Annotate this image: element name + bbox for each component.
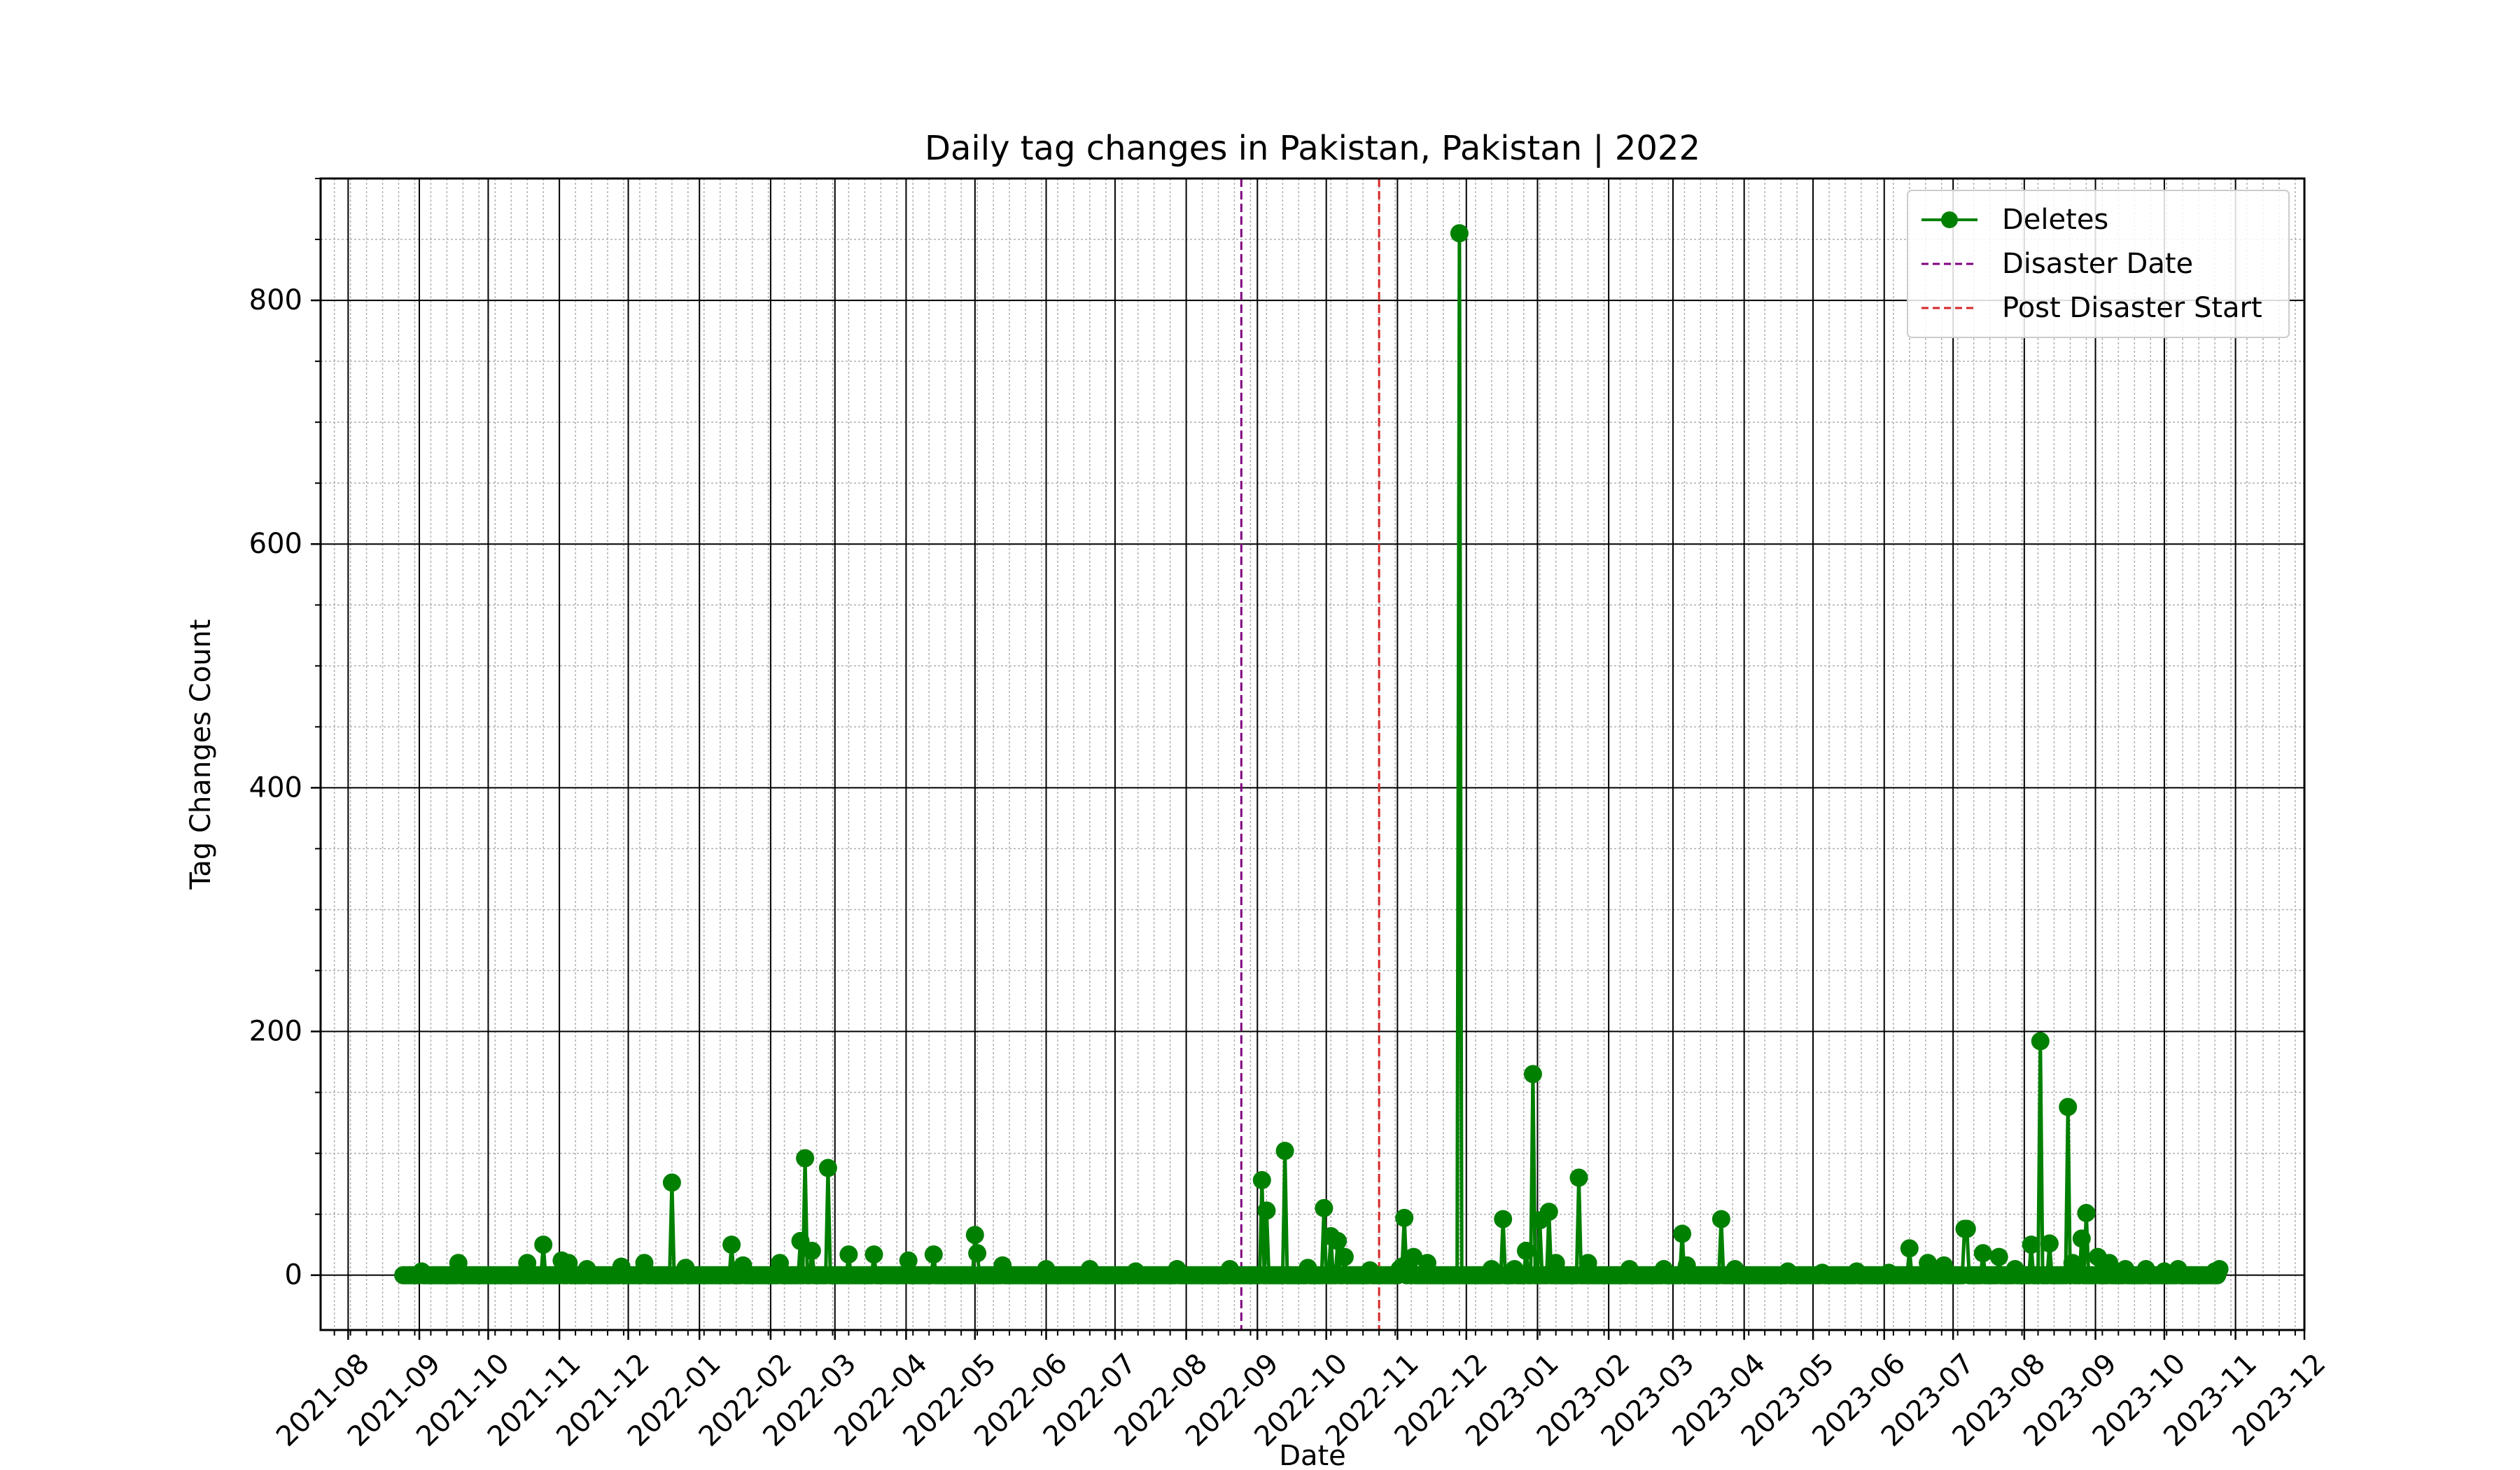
y-tick-label: 800 (249, 284, 302, 316)
data-point (1494, 1210, 1513, 1228)
data-point (2031, 1032, 2050, 1051)
data-point (1523, 1065, 1542, 1084)
data-point (864, 1245, 883, 1264)
data-point (1569, 1168, 1588, 1187)
data-point (1539, 1203, 1558, 1222)
data-point (1257, 1201, 1276, 1220)
data-point (899, 1251, 918, 1270)
data-point (1712, 1210, 1730, 1228)
legend-label-disaster-date: Disaster Date (2002, 248, 2193, 280)
data-point (1673, 1224, 1692, 1243)
data-point (1252, 1170, 1271, 1189)
data-point (2059, 1098, 2078, 1116)
data-point (1973, 1244, 1992, 1263)
legend-marker-deletes (1941, 211, 1958, 228)
data-point (1315, 1198, 1334, 1217)
y-axis-label: Tag Changes Count (185, 620, 217, 890)
data-point (2040, 1234, 2059, 1253)
data-point (1404, 1247, 1423, 1266)
data-point (924, 1245, 943, 1264)
data-point (796, 1149, 815, 1168)
y-tick-label: 200 (249, 1016, 302, 1048)
plot-frame (319, 177, 2306, 1331)
data-point (662, 1173, 681, 1192)
reference-lines (1240, 178, 1380, 1330)
y-tick-label: 400 (249, 771, 302, 804)
data-point (1335, 1247, 1354, 1266)
data-point (2022, 1236, 2040, 1254)
legend-label-deletes: Deletes (2002, 204, 2108, 236)
legend-label-post-disaster-start: Post Disaster Start (2002, 292, 2262, 324)
legend-box (1907, 190, 2290, 338)
series-deletes (394, 224, 2229, 1284)
y-tick-label: 0 (285, 1259, 302, 1292)
data-point (968, 1244, 987, 1263)
data-point (965, 1226, 984, 1245)
data-point (1989, 1247, 2008, 1266)
x-axis-label: Date (1279, 1440, 1346, 1470)
legend: Deletes Disaster Date Post Disaster Star… (1907, 190, 2290, 338)
data-point (1517, 1241, 1535, 1260)
data-point (802, 1241, 821, 1260)
data-point (2072, 1229, 2091, 1248)
data-point (1957, 1219, 1976, 1238)
data-point (818, 1158, 837, 1177)
data-point (722, 1236, 741, 1254)
data-point (2077, 1203, 2096, 1222)
data-point (839, 1245, 858, 1264)
data-point (1275, 1142, 1294, 1161)
chart-title: Daily tag changes in Pakistan, Pakistan … (925, 129, 1700, 168)
data-point (1450, 224, 1469, 243)
data-point (1329, 1231, 1348, 1250)
data-point (1395, 1208, 1414, 1227)
data-point (1900, 1239, 1919, 1258)
data-point (2210, 1260, 2229, 1278)
y-tick-label: 600 (249, 528, 302, 560)
data-point (534, 1236, 553, 1254)
